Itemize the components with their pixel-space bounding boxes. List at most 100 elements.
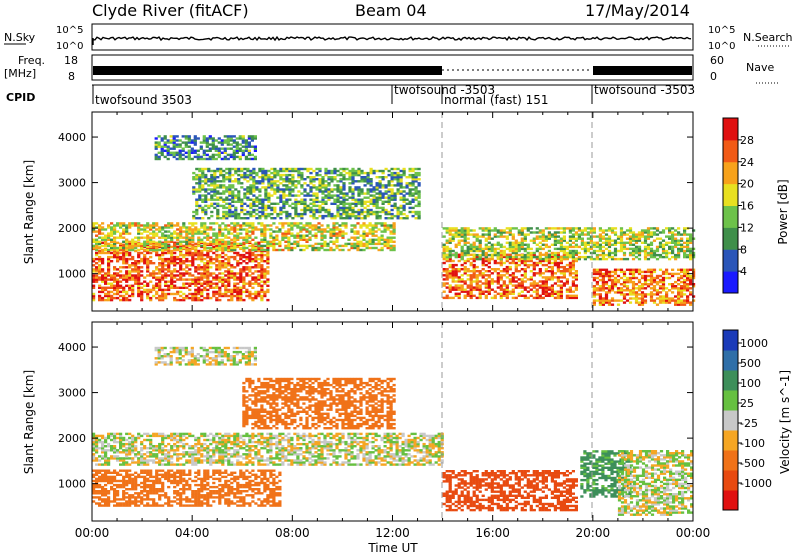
range-cell [454, 229, 458, 232]
range-cell [194, 226, 198, 229]
range-cell [538, 268, 542, 271]
range-cell [387, 196, 391, 199]
range-cell [98, 272, 102, 275]
range-cell [466, 286, 470, 289]
range-cell [188, 226, 192, 229]
range-cell [520, 261, 524, 265]
range-cell [505, 227, 509, 230]
range-cell [161, 266, 165, 269]
range-cell [131, 268, 135, 271]
range-cell [266, 278, 270, 281]
range-cell [226, 139, 230, 142]
range-cell [535, 231, 539, 234]
range-cell [686, 245, 690, 249]
range-cell [240, 202, 244, 205]
range-cell [487, 227, 491, 230]
range-cell [392, 244, 396, 248]
range-cell [556, 270, 560, 273]
range-cell [442, 251, 446, 255]
range-cell [203, 288, 207, 292]
range-cell [505, 270, 509, 273]
range-cell [339, 188, 343, 191]
range-cell [556, 263, 560, 267]
range-cell [332, 224, 336, 227]
range-cell [213, 182, 217, 185]
range-cell [384, 176, 388, 179]
range-cell [646, 235, 651, 238]
range-cell [336, 198, 340, 201]
range-cell [95, 238, 99, 241]
range-cell [246, 190, 250, 193]
range-cell [253, 135, 257, 138]
range-cell [351, 167, 355, 171]
range-cell [580, 255, 584, 259]
range-cell [351, 196, 355, 199]
range-cell [131, 278, 135, 281]
range-cell [637, 249, 642, 253]
range-cell [312, 198, 316, 201]
range-cell [242, 236, 246, 239]
range-cell [282, 192, 286, 195]
range-cell [448, 276, 452, 279]
range-cell [475, 286, 479, 289]
range-cell [288, 192, 292, 195]
range-cell [414, 186, 418, 189]
range-cell [246, 212, 250, 216]
range-cell [360, 171, 364, 175]
range-cell [175, 143, 179, 146]
range-cell [275, 248, 279, 252]
range-cell [242, 244, 246, 248]
range-cell [357, 180, 361, 183]
range-cell [113, 230, 117, 233]
range-cell [592, 243, 596, 246]
range-cell [212, 282, 216, 285]
range-cell [463, 249, 467, 253]
range-cell [279, 169, 283, 173]
range-cell [631, 253, 636, 257]
range-cell [137, 253, 141, 257]
range-cell [119, 242, 123, 246]
range-cell [149, 262, 153, 265]
range-cell [532, 280, 536, 283]
range-cell [219, 169, 223, 173]
range-cell [541, 292, 545, 295]
range-cell [287, 244, 291, 248]
range-cell [321, 200, 325, 203]
range-cell [469, 280, 473, 283]
range-cell [233, 224, 237, 227]
range-cell [247, 151, 251, 154]
range-cell [217, 147, 221, 150]
range-cell [199, 155, 203, 159]
range-cell [211, 153, 215, 157]
range-cell [387, 173, 391, 177]
range-cell [163, 137, 167, 140]
range-cell [152, 270, 156, 273]
range-cell [496, 272, 500, 275]
range-cell [219, 198, 223, 201]
range-cell [393, 184, 397, 187]
range-cell [155, 242, 159, 246]
range-cell [562, 229, 566, 232]
range-cell [640, 299, 645, 302]
range-cell [392, 226, 396, 229]
range-cell [287, 224, 291, 227]
range-cell [559, 288, 563, 291]
range-cell [344, 224, 348, 227]
range-cell [203, 270, 207, 273]
range-cell [315, 186, 319, 189]
range-cell [357, 169, 361, 173]
range-cell [211, 155, 215, 159]
range-cell [562, 270, 566, 273]
range-cell [610, 229, 615, 232]
range-cell [532, 237, 536, 240]
range-cell [276, 188, 280, 191]
range-cell [362, 238, 366, 241]
range-cell [254, 270, 258, 273]
range-cell [616, 268, 621, 271]
range-cell [484, 237, 488, 240]
range-cell [212, 262, 216, 265]
range-cell [218, 278, 222, 281]
range-cell [517, 286, 521, 289]
range-cell [601, 303, 605, 306]
range-cell [396, 188, 400, 191]
